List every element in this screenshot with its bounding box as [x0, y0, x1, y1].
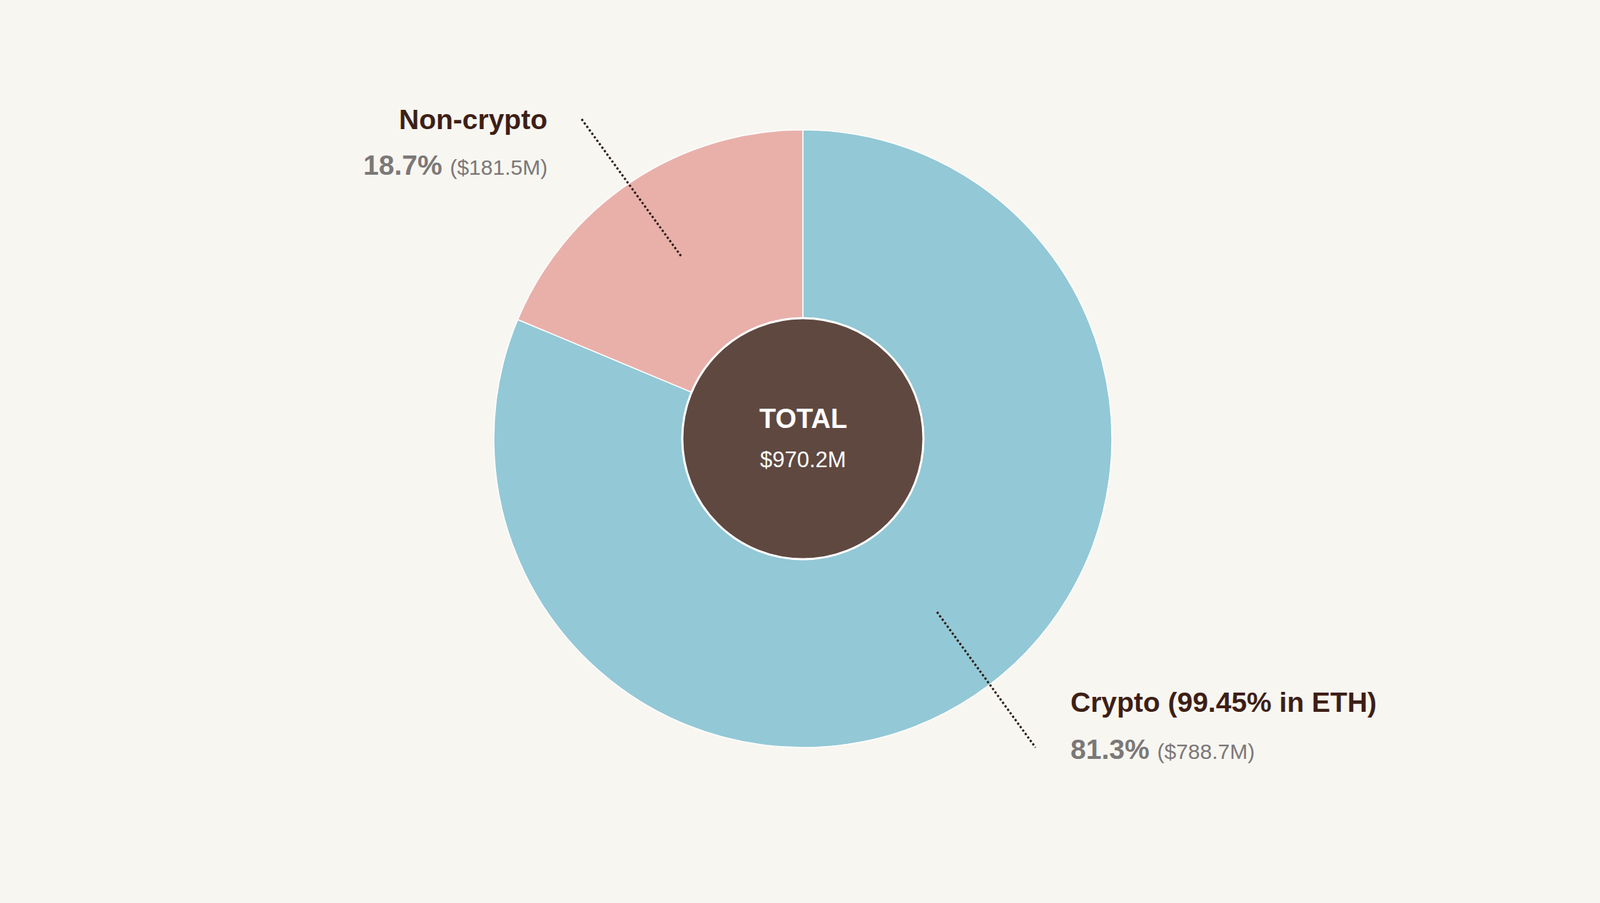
svg-text:81.3% ($788.7M): 81.3% ($788.7M) [1070, 734, 1255, 766]
svg-text:TOTAL: TOTAL [759, 403, 848, 434]
svg-text:Non-crypto: Non-crypto [398, 104, 548, 135]
svg-text:$970.2M: $970.2M [760, 447, 847, 473]
svg-text:Crypto (99.45% in ETH): Crypto (99.45% in ETH) [1070, 687, 1377, 718]
svg-text:18.7% ($181.5M): 18.7% ($181.5M) [363, 149, 548, 181]
